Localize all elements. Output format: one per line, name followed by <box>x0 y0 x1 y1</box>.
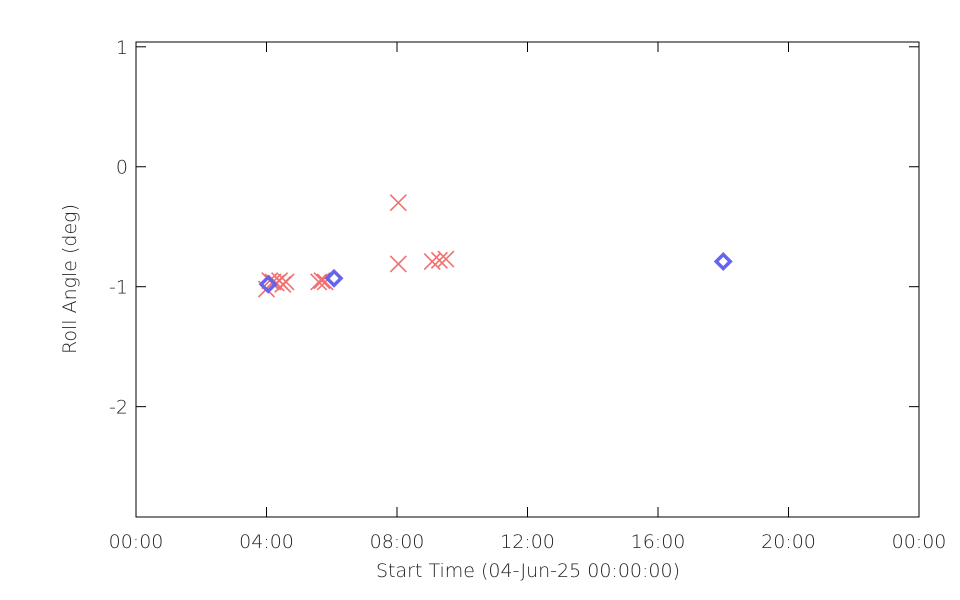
cross-marker <box>313 272 331 290</box>
cross-marker <box>423 252 441 271</box>
diamond-marker <box>324 268 344 288</box>
x-tick-label: 00:00 <box>109 531 164 553</box>
diamond-marker <box>713 252 733 271</box>
y-tick-label: -2 <box>109 397 128 419</box>
y-tick-label: 1 <box>116 37 128 59</box>
y-tick-label: 0 <box>116 157 128 179</box>
x-tick-label: 16:00 <box>631 531 686 553</box>
x-tick-label: 04:00 <box>239 531 294 553</box>
plot-frame <box>135 41 920 518</box>
cross-marker <box>389 194 407 212</box>
x-tick-label: 08:00 <box>370 531 425 553</box>
cross-marker <box>437 250 455 268</box>
x-tick-label: 00:00 <box>892 531 947 553</box>
y-tick-label: -1 <box>109 277 128 299</box>
cross-marker <box>277 273 295 291</box>
diamond-marker <box>258 274 278 294</box>
x-tick-label: 12:00 <box>500 531 555 553</box>
x-axis-label: Start Time (04-Jun-25 00:00:00) <box>376 560 680 582</box>
cross-marker <box>310 273 328 291</box>
cross-marker <box>430 251 448 269</box>
y-axis-label: Roll Angle (deg) <box>59 204 81 354</box>
x-tick-label: 20:00 <box>761 531 816 553</box>
cross-marker <box>389 255 407 273</box>
